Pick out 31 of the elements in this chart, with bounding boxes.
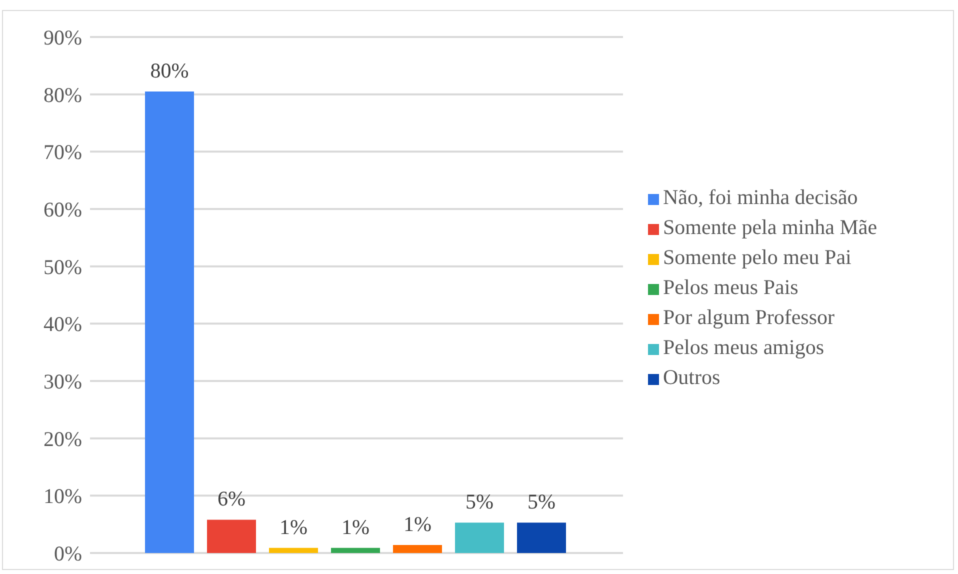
y-tick-label: 40% (44, 312, 82, 336)
y-tick-label: 20% (44, 426, 82, 451)
y-tick-label: 70% (44, 140, 82, 164)
legend-label: Não, foi minha decisão (663, 185, 858, 209)
bar (331, 548, 380, 553)
legend-label: Somente pela minha Mãe (663, 215, 878, 239)
bar (455, 522, 504, 553)
legend-label: Outros (663, 365, 720, 389)
data-label: 1% (280, 514, 308, 539)
bar (145, 91, 194, 553)
bar (393, 544, 442, 553)
y-tick-label: 10% (44, 484, 82, 508)
data-label: 80% (150, 58, 189, 82)
data-label: 1% (342, 514, 370, 539)
y-tick-label: 0% (54, 541, 82, 566)
legend-label: Por algum Professor (663, 305, 834, 329)
y-tick-label: 50% (44, 254, 82, 279)
data-label: 5% (528, 490, 556, 514)
y-tick-label: 80% (44, 82, 82, 107)
y-tick-label: 60% (44, 197, 82, 222)
bar (517, 522, 566, 553)
data-label: 1% (404, 512, 432, 536)
legend-label: Somente pelo meu Pai (663, 245, 852, 269)
data-label: 6% (218, 486, 246, 511)
bar (207, 520, 256, 553)
data-label: 5% (466, 490, 494, 514)
y-tick-label: 30% (44, 369, 82, 394)
legend-label: Pelos meus Pais (663, 275, 798, 299)
bar (269, 548, 318, 553)
y-tick-label: 90% (44, 25, 82, 50)
legend-label: Pelos meus amigos (663, 335, 824, 359)
